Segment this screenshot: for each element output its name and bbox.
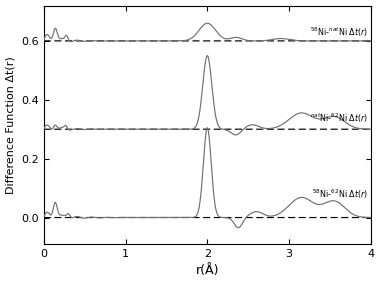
X-axis label: r(Å): r(Å) (196, 264, 219, 277)
Text: $^{58}$Ni-$^{62}$Ni $\Delta t(r)$: $^{58}$Ni-$^{62}$Ni $\Delta t(r)$ (312, 187, 369, 201)
Text: $^{nat}$Ni-$^{62}$Ni $\Delta t(r)$: $^{nat}$Ni-$^{62}$Ni $\Delta t(r)$ (310, 112, 369, 125)
Text: $^{58}$Ni-$^{nat}$Ni $\Delta t(r)$: $^{58}$Ni-$^{nat}$Ni $\Delta t(r)$ (310, 26, 369, 39)
Y-axis label: Difference Function Δt(r): Difference Function Δt(r) (6, 56, 16, 194)
